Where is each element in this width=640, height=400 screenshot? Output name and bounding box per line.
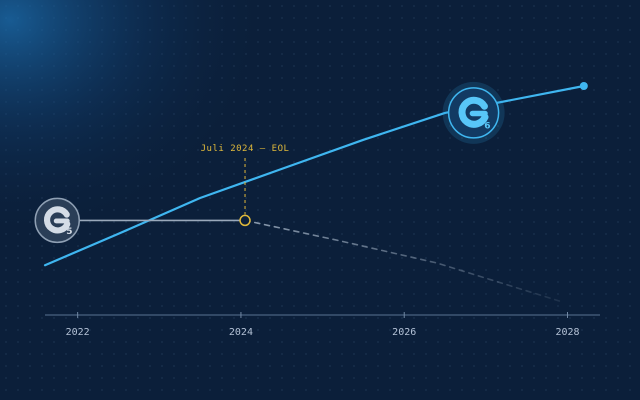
shop-logo-icon [458,96,489,128]
badge-version-number: 5 [66,227,72,237]
x-tick-label: 2026 [392,327,416,338]
series-line-2 [244,219,561,302]
series-line-0 [43,84,585,267]
eol-marker-point [239,214,251,227]
x-tick-label: 2022 [66,327,90,338]
shop-logo-icon [43,206,71,234]
version-badge-6: 6 [442,81,505,144]
version-badge-5: 5 [34,197,80,244]
eol-label: Juli 2024 — EOL [201,144,290,154]
series-end-point [579,82,588,90]
badge-version-number: 6 [484,121,490,131]
x-tick-label: 2024 [229,327,253,338]
x-tick-label: 2028 [555,327,579,338]
